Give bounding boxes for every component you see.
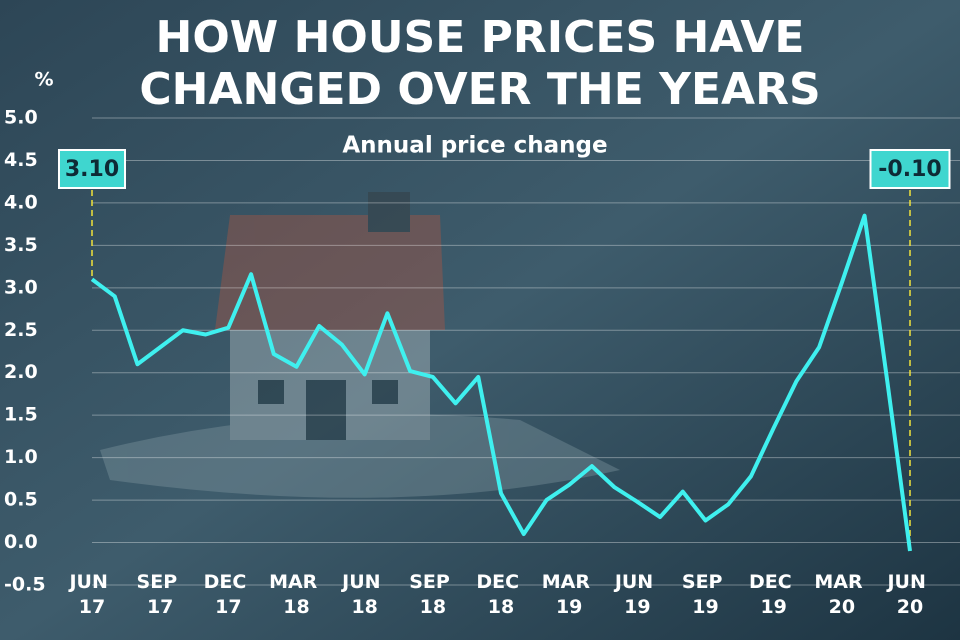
x-tick-label: MAR 18 xyxy=(269,571,324,618)
x-tick-label: DEC 18 xyxy=(476,571,525,618)
chart-title: HOW HOUSE PRICES HAVE xyxy=(156,12,805,63)
x-tick-label: DEC 17 xyxy=(204,571,253,618)
y-tick-label: 3.5 xyxy=(4,234,38,256)
x-tick-label: SEP 19 xyxy=(682,571,729,618)
callout-box xyxy=(58,149,126,189)
y-tick-label: 3.0 xyxy=(4,276,38,298)
y-tick-label: 4.0 xyxy=(4,191,38,213)
data-line xyxy=(90,213,912,552)
x-tick-label: SEP 18 xyxy=(409,571,456,618)
y-tick-label: -0.5 xyxy=(4,574,46,596)
x-tick-label: MAR 20 xyxy=(814,571,869,618)
y-tick-label: 5.0 xyxy=(4,107,38,129)
y-tick-label: 2.0 xyxy=(4,361,38,383)
grid xyxy=(92,117,960,586)
x-tick-label: JUN 17 xyxy=(67,571,114,618)
y-tick-label: 1.5 xyxy=(4,404,38,426)
x-tick-label: JUN 20 xyxy=(885,571,932,618)
y-tick-label: 1.0 xyxy=(4,446,38,468)
x-tick-label: MAR 19 xyxy=(542,571,597,618)
data-label: 3.10 xyxy=(65,157,119,182)
y-tick-label: 2.5 xyxy=(4,319,38,341)
y-axis-label: % xyxy=(34,69,53,91)
callout-box xyxy=(869,149,951,189)
x-tick-label: SEP 17 xyxy=(137,571,184,618)
x-tick-label: JUN 19 xyxy=(613,571,660,618)
x-tick-label: JUN 18 xyxy=(340,571,387,618)
y-tick-label: 4.5 xyxy=(4,149,38,171)
data-label: -0.10 xyxy=(878,157,941,182)
y-tick-label: 0.5 xyxy=(4,489,38,511)
subtitle: Annual price change xyxy=(342,133,607,159)
x-tick-label: DEC 19 xyxy=(749,571,798,618)
y-tick-label: 0.0 xyxy=(4,531,38,553)
chart-title: CHANGED OVER THE YEARS xyxy=(139,64,820,115)
